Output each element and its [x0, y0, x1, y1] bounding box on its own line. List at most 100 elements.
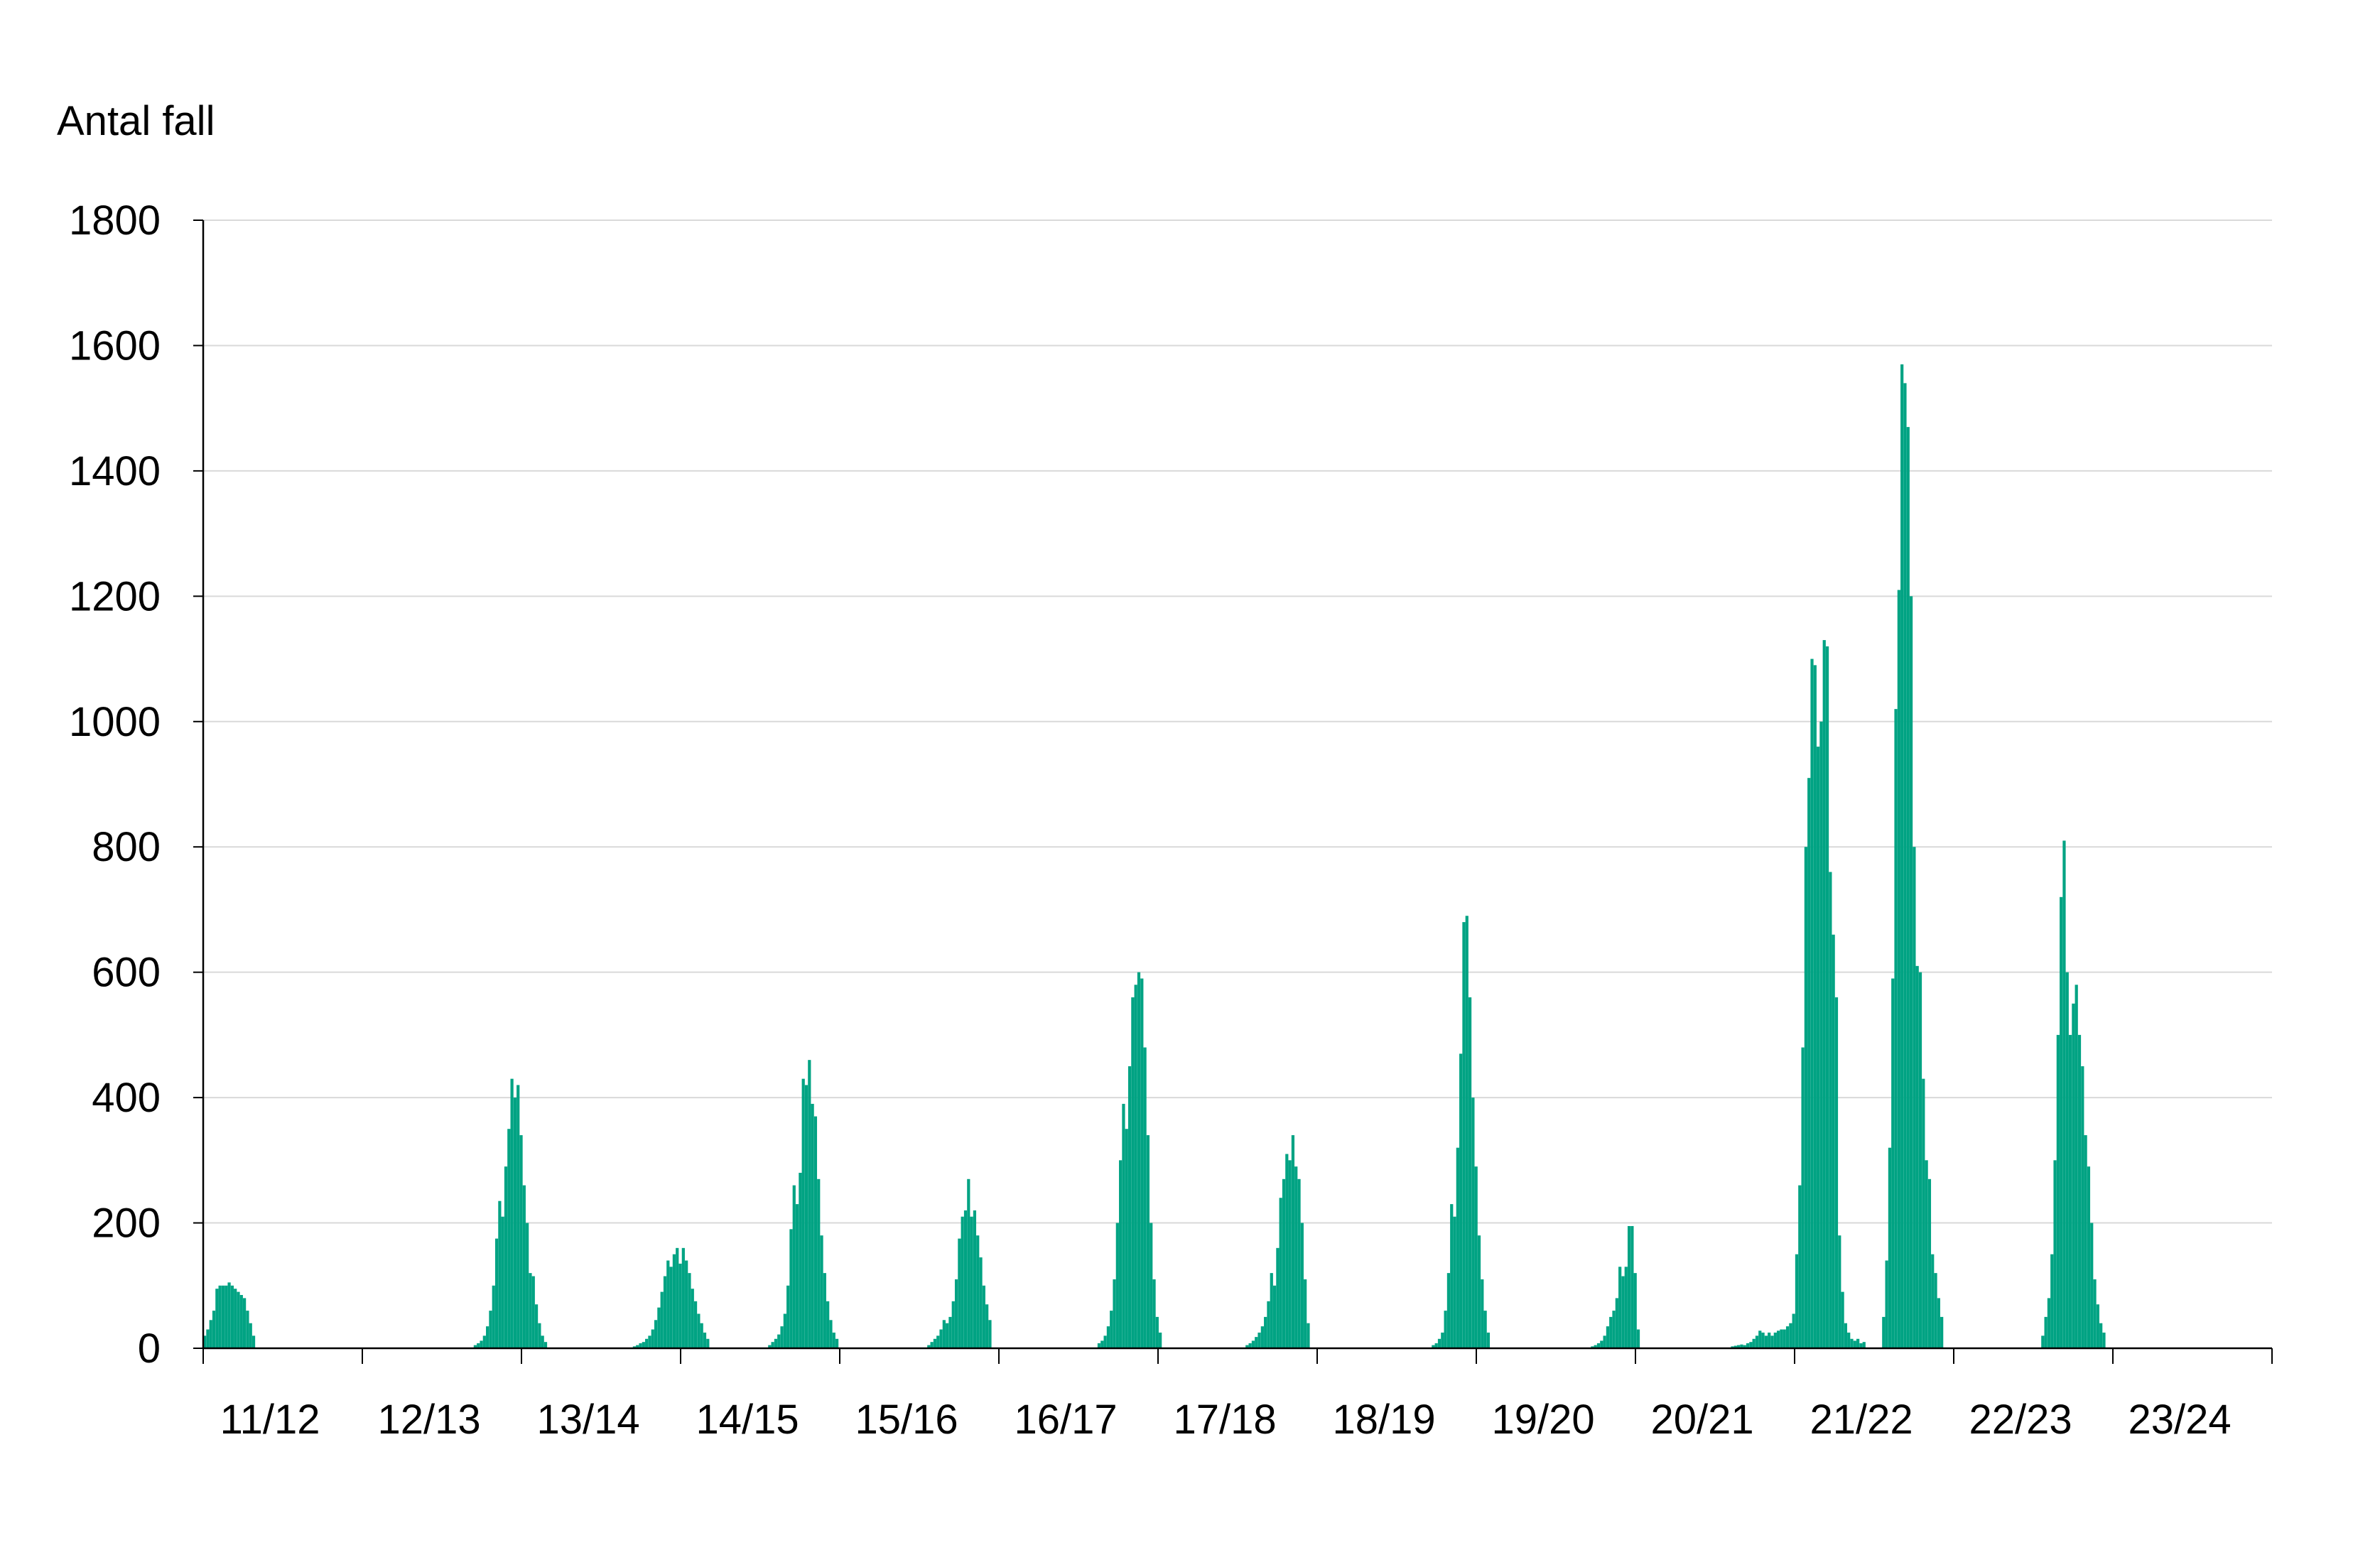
bar-13-14-w18 — [688, 1273, 691, 1348]
bar-23-24-w20 — [2102, 1332, 2106, 1348]
bar-20-21-w3 — [1740, 1344, 1743, 1348]
bar-20-21-w34 — [1834, 997, 1839, 1348]
bar-13-14-w21 — [697, 1313, 701, 1348]
bar-20-21-w22 — [1798, 1185, 1802, 1348]
bar-14-15-w19 — [826, 1301, 830, 1348]
bar-14-15-w12 — [804, 1085, 808, 1348]
bar-11-12-w10 — [234, 1289, 237, 1348]
bar-14-15-w5 — [783, 1313, 786, 1348]
bar-18-19-w9 — [1459, 1053, 1463, 1348]
bar-18-19-w5 — [1446, 1273, 1451, 1348]
x-tick-label-11-12: 11/12 — [220, 1397, 320, 1443]
bar-20-21-w5 — [1746, 1343, 1750, 1348]
bar-23-24-w13 — [2081, 1066, 2084, 1348]
bar-13-14-w2 — [639, 1343, 642, 1348]
bar-18-19-w6 — [1450, 1204, 1454, 1348]
bar-17-18-w19 — [1304, 1279, 1307, 1348]
bar-23-24-w1 — [2044, 1316, 2048, 1348]
bar-15-16-w10 — [958, 1238, 961, 1348]
bar-19-20-w3 — [1600, 1340, 1603, 1348]
bar-17-18-w12 — [1282, 1178, 1286, 1348]
bar-16-17-w16 — [1146, 1135, 1150, 1348]
bar-15-16-w3 — [936, 1335, 940, 1348]
bar-20-21-w28 — [1817, 747, 1820, 1348]
grid-lines — [203, 220, 2272, 1224]
bar-15-16-w18 — [982, 1285, 985, 1348]
bar-22-23-w18 — [1937, 1298, 1940, 1348]
bar-13-14-w0 — [632, 1346, 637, 1348]
bar-22-23-w9 — [1909, 596, 1913, 1348]
bar-11-12-w7 — [225, 1285, 228, 1348]
bar-15-16-w9 — [954, 1279, 958, 1348]
bar-15-16-w8 — [951, 1301, 955, 1348]
bar-12-13-w2 — [480, 1340, 483, 1348]
bar-15-16-w16 — [976, 1235, 980, 1348]
bar-11-12-w11 — [237, 1291, 240, 1348]
bar-20-21-w33 — [1832, 934, 1835, 1348]
bar-14-15-w18 — [823, 1273, 826, 1348]
bar-18-19-w18 — [1486, 1332, 1491, 1348]
bar-19-20-w11 — [1624, 1267, 1628, 1348]
bar-11-12-w3 — [212, 1311, 216, 1348]
bar-12-13-w8 — [498, 1201, 502, 1348]
bar-14-15-w3 — [777, 1334, 781, 1348]
bar-16-17-w9 — [1125, 1129, 1128, 1348]
bar-16-17-w17 — [1150, 1223, 1153, 1348]
bar-20-21-w1 — [1733, 1345, 1737, 1348]
bar-20-21-w43 — [1862, 1342, 1866, 1348]
bar-18-19-w2 — [1437, 1338, 1441, 1348]
bar-22-23-w15 — [1927, 1178, 1932, 1348]
bar-16-17-w14 — [1140, 978, 1144, 1348]
x-tick-label-22-23: 22/23 — [1969, 1397, 2072, 1443]
bar-20-21-w0 — [1731, 1346, 1734, 1348]
bar-11-12-w13 — [243, 1298, 247, 1348]
bar-17-18-w13 — [1285, 1154, 1289, 1348]
bar-17-18-w7 — [1267, 1301, 1270, 1348]
bar-11-12-w0 — [203, 1335, 207, 1348]
bar-14-15-w16 — [817, 1178, 821, 1348]
bar-13-14-w9 — [660, 1291, 664, 1348]
bar-23-24-w10 — [2072, 1003, 2075, 1348]
bar-20-21-w13 — [1770, 1335, 1774, 1348]
x-tick-label-16-17: 16/17 — [1015, 1397, 1118, 1443]
bar-23-24-w14 — [2084, 1135, 2087, 1348]
y-tick-label-1000: 1000 — [69, 699, 161, 745]
bar-16-17-w2 — [1103, 1335, 1107, 1348]
bar-20-21-w8 — [1755, 1335, 1759, 1348]
bar-14-15-w8 — [792, 1185, 796, 1348]
bar-13-14-w11 — [666, 1260, 670, 1348]
y-tick-label-600: 600 — [92, 950, 161, 996]
x-tick-label-21-22: 21/22 — [1810, 1397, 1913, 1443]
bar-18-19-w13 — [1471, 1098, 1475, 1348]
bar-18-19-w12 — [1468, 997, 1472, 1348]
bar-12-13-w22 — [541, 1335, 544, 1348]
y-tick-label-0: 0 — [138, 1326, 161, 1372]
bar-17-18-w16 — [1294, 1166, 1298, 1348]
bar-12-13-w11 — [507, 1129, 511, 1348]
bar-15-16-w15 — [973, 1210, 977, 1348]
bar-12-13-w6 — [492, 1285, 495, 1348]
bar-19-20-w6 — [1609, 1316, 1613, 1348]
bar-19-20-w4 — [1603, 1335, 1606, 1348]
bar-19-20-w7 — [1612, 1311, 1616, 1348]
y-tick-label-1800: 1800 — [69, 197, 161, 244]
bar-12-13-w9 — [501, 1216, 504, 1348]
bar-12-13-w13 — [513, 1098, 517, 1348]
bar-11-12-w5 — [218, 1285, 222, 1348]
bar-22-23-w5 — [1897, 590, 1900, 1348]
bar-12-13-w1 — [477, 1343, 480, 1348]
bar-20-21-w31 — [1825, 646, 1829, 1348]
bar-18-19-w15 — [1477, 1235, 1481, 1348]
bar-20-21-w12 — [1768, 1332, 1771, 1348]
bar-14-15-w2 — [774, 1338, 778, 1348]
bar-12-13-w15 — [519, 1135, 523, 1348]
bar-12-13-w5 — [489, 1311, 492, 1348]
bar-series — [203, 364, 2106, 1349]
bar-15-16-w0 — [927, 1345, 931, 1348]
bar-17-18-w11 — [1279, 1198, 1282, 1348]
bar-23-24-w6 — [2060, 896, 2063, 1348]
bar-16-17-w0 — [1097, 1343, 1101, 1348]
bar-23-24-w7 — [2062, 840, 2066, 1348]
